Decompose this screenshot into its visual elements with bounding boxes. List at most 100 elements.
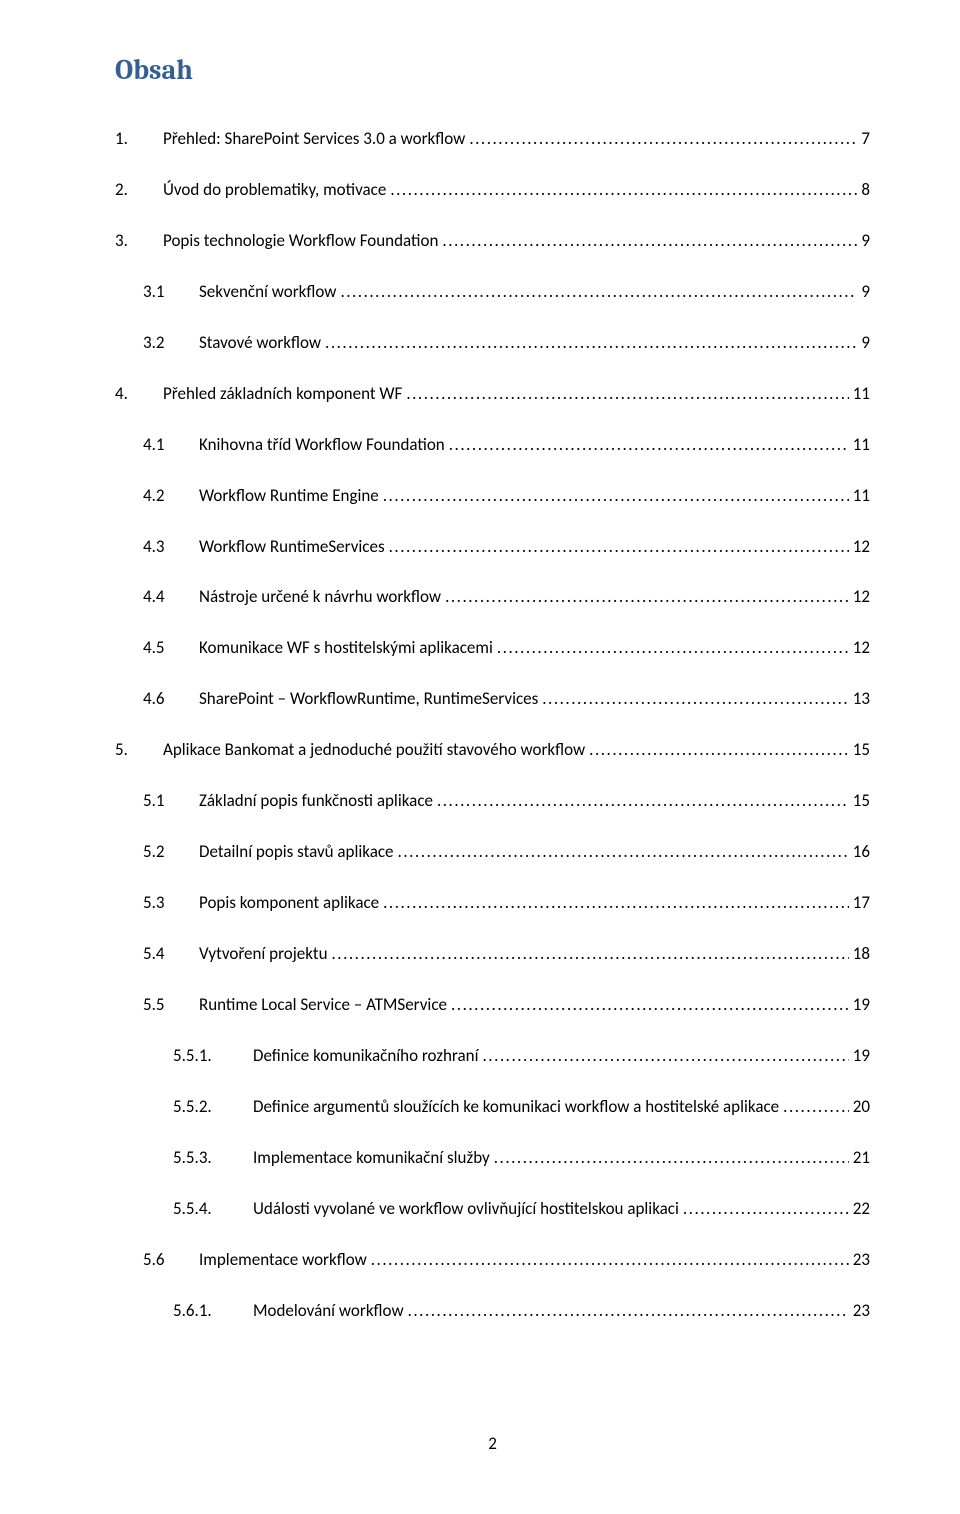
toc-entry-page: 15 [853,739,870,762]
toc-leader-dots [371,1249,849,1272]
toc-entry-number: 5.5.2. [173,1096,253,1119]
toc-entry-page: 12 [853,637,870,660]
toc-leader-dots [445,586,849,609]
toc-leader-dots [437,790,849,813]
toc-entry: 4.Přehled základních komponent WF 11 [115,383,870,406]
toc-entry-page: 11 [853,434,870,457]
toc-leader-dots [390,179,857,202]
toc-entry-page: 9 [861,332,870,355]
toc-entry-label: Stavové workflow [199,332,321,355]
toc-entry-label: Komunikace WF s hostitelskými aplikacemi [199,637,493,660]
toc-entry: 4.6SharePoint – WorkflowRuntime, Runtime… [115,688,870,711]
toc-entry-page: 19 [853,1045,870,1068]
toc-leader-dots [497,637,849,660]
toc-entry-page: 11 [853,485,870,508]
toc-entry-number: 5.4 [143,943,199,966]
toc-entry-number: 5.1 [143,790,199,813]
toc-entry-page: 20 [853,1096,870,1119]
toc-entry-number: 3. [115,230,163,253]
toc-entry: 4.2Workflow Runtime Engine11 [115,485,870,508]
toc-leader-dots [406,383,848,406]
toc-entry-number: 5.5.1. [173,1045,253,1068]
toc-leader-dots [683,1198,849,1221]
toc-entry-number: 5.5.3. [173,1147,253,1170]
toc-leader-dots [408,1300,849,1323]
toc-entry-label: Nástroje určené k návrhu workflow [199,586,441,609]
toc-entry-label: Implementace workflow [199,1249,367,1272]
toc-entry: 1.Přehled: SharePoint Services 3.0 a wor… [115,128,870,151]
footer-page-number: 2 [115,1433,870,1454]
toc-leader-dots [340,281,857,304]
toc-entry-label: Modelování workflow [253,1300,404,1323]
toc-entry-page: 7 [861,128,870,151]
toc-entry-page: 16 [853,841,870,864]
toc-entry-number: 5. [115,739,163,762]
toc-entry: 3.2Stavové workflow9 [115,332,870,355]
toc-entry-label: Definice argumentů sloužících ke komunik… [253,1096,779,1119]
toc-title: Obsah [115,54,870,86]
toc-entry-label: Sekvenční workflow [199,281,336,304]
toc-entry: 4.4Nástroje určené k návrhu workflow 12 [115,586,870,609]
toc-entry-page: 23 [853,1249,870,1272]
toc-entry-page: 18 [853,943,870,966]
toc-entry: 5.1Základní popis funkčnosti aplikace15 [115,790,870,813]
toc-entry-label: Detailní popis stavů aplikace [199,841,394,864]
toc-entry-label: Implementace komunikační služby [253,1147,490,1170]
toc-entry-number: 4.5 [143,637,199,660]
toc-entry-page: 13 [853,688,870,711]
toc-entry-number: 5.5.4. [173,1198,253,1221]
toc-entry-page: 22 [853,1198,870,1221]
toc-leader-dots [494,1147,849,1170]
toc-entry-page: 12 [853,536,870,559]
toc-leader-dots [389,536,849,559]
toc-entry-number: 4. [115,383,163,406]
toc-entry-page: 21 [853,1147,870,1170]
toc-entry: 5.4Vytvoření projektu18 [115,943,870,966]
toc-entry-page: 12 [853,586,870,609]
toc-entry-page: 15 [853,790,870,813]
toc-leader-dots [325,332,857,355]
toc-entry-page: 9 [861,230,870,253]
page: Obsah 1.Přehled: SharePoint Services 3.0… [0,0,960,1514]
toc-entry-number: 4.1 [143,434,199,457]
toc-entry-number: 5.6 [143,1249,199,1272]
toc-entry: 5.6Implementace workflow 23 [115,1249,870,1272]
toc-entry: 4.5Komunikace WF s hostitelskými aplikac… [115,637,870,660]
toc-entry-label: Knihovna tříd Workflow Foundation [199,434,445,457]
toc-entry-number: 4.6 [143,688,199,711]
toc-entry-label: Události vyvolané ve workflow ovlivňujíc… [253,1198,679,1221]
toc-leader-dots [451,994,849,1017]
toc-entry: 5.5Runtime Local Service – ATMService 19 [115,994,870,1017]
toc-entry: 3.1Sekvenční workflow9 [115,281,870,304]
toc-entry-page: 11 [853,383,870,406]
toc-entry: 5.5.4.Události vyvolané ve workflow ovli… [115,1198,870,1221]
toc-entry: 5.6.1.Modelování workflow23 [115,1300,870,1323]
toc-leader-dots [542,688,849,711]
toc-entry-label: Workflow Runtime Engine [199,485,379,508]
toc-leader-dots [332,943,849,966]
toc-entry: 5.Aplikace Bankomat a jednoduché použití… [115,739,870,762]
toc-entry: 4.1Knihovna tříd Workflow Foundation 11 [115,434,870,457]
toc-entry-label: Runtime Local Service – ATMService [199,994,447,1017]
toc-entry: 5.5.2.Definice argumentů sloužících ke k… [115,1096,870,1119]
toc-entry: 5.2Detailní popis stavů aplikace16 [115,841,870,864]
toc-entry-page: 8 [861,179,870,202]
toc-entry-page: 17 [853,892,870,915]
toc-entry-number: 5.5 [143,994,199,1017]
toc-entry-label: Přehled: SharePoint Services 3.0 a workf… [163,128,465,151]
toc-entry-number: 4.3 [143,536,199,559]
toc-entry-number: 2. [115,179,163,202]
toc-entry-number: 5.3 [143,892,199,915]
toc-list: 1.Přehled: SharePoint Services 3.0 a wor… [115,128,870,1323]
toc-entry: 5.3Popis komponent aplikace17 [115,892,870,915]
toc-leader-dots [469,128,857,151]
toc-leader-dots [783,1096,849,1119]
toc-entry-label: Úvod do problematiky, motivace [163,179,386,202]
toc-entry-page: 19 [853,994,870,1017]
toc-entry-number: 4.4 [143,586,199,609]
toc-leader-dots [589,739,849,762]
toc-entry-label: Přehled základních komponent WF [163,383,402,406]
toc-entry-label: Aplikace Bankomat a jednoduché použití s… [163,739,585,762]
toc-entry: 2.Úvod do problematiky, motivace 8 [115,179,870,202]
toc-leader-dots [383,892,849,915]
